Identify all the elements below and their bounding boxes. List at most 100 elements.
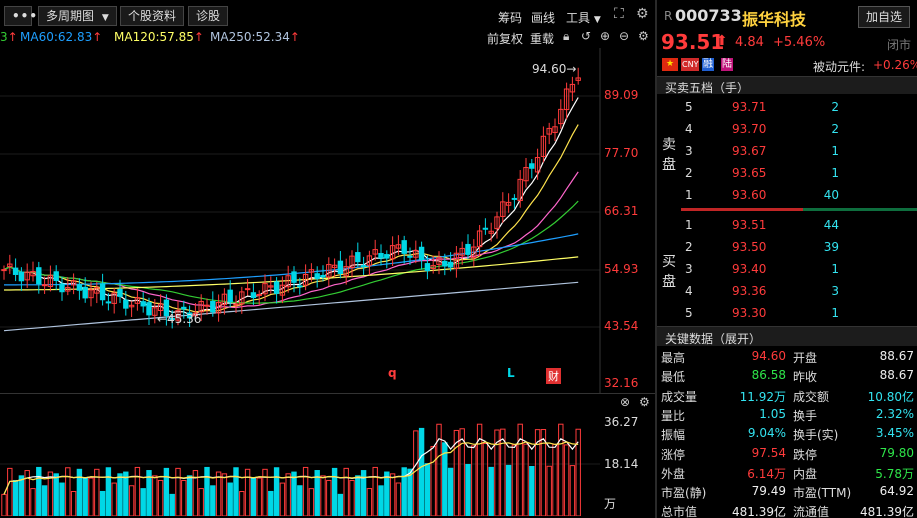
level-volume: 2 (831, 100, 839, 114)
candle-body (558, 108, 564, 125)
candle-body (569, 83, 576, 93)
chip-button[interactable]: 筹码 (498, 11, 523, 25)
candle-body (24, 271, 30, 281)
ma120-line (4, 256, 579, 291)
volume-bar (500, 428, 506, 516)
connect-tag[interactable]: 陆 (721, 58, 733, 71)
candle-body (82, 286, 88, 299)
candle-body (494, 216, 500, 230)
volume-bar (488, 466, 494, 516)
volume-bar (65, 467, 71, 516)
l-marker[interactable]: L (507, 366, 515, 380)
level-price: 93.71 (732, 100, 767, 114)
high-annotation: 94.60→ (532, 62, 577, 76)
orderbook-header[interactable]: 买卖五档（手） (657, 76, 917, 95)
undo-icon[interactable]: ↺ (581, 29, 592, 43)
more-button[interactable]: ••• (4, 6, 37, 26)
sell-level-row[interactable]: 1 93.60 40 (681, 186, 917, 206)
margin-tag[interactable]: 融 (702, 58, 714, 71)
candle-body (442, 260, 448, 267)
chart-settings-icon[interactable]: ⚙ (638, 29, 649, 43)
level-number: 2 (685, 166, 693, 180)
volume-bar (575, 428, 581, 516)
volume-bar (227, 482, 233, 516)
candle-body (378, 252, 384, 259)
cny-tag[interactable]: CNY (681, 58, 700, 71)
volume-bar (204, 466, 210, 516)
candle-body (59, 283, 65, 293)
buy-level-row[interactable]: 1 93.51 44 (681, 216, 917, 236)
add-watchlist-button[interactable]: 加自选 (858, 6, 911, 28)
candle-body (389, 245, 396, 260)
volume-settings-icon[interactable]: ⚙ (639, 395, 650, 409)
lock-icon[interactable]: 🔒︎ (563, 29, 570, 43)
candle-body (401, 240, 407, 254)
volume-bar (134, 466, 141, 516)
volume-bar (41, 485, 48, 516)
candle-body (360, 264, 367, 268)
zoom-in-icon[interactable]: ⊕ (600, 29, 611, 43)
candle-body (326, 264, 332, 278)
fullscreen-icon[interactable]: ⛶ (614, 6, 624, 22)
candle-body (575, 77, 581, 81)
sell-level-row[interactable]: 4 93.70 2 (681, 120, 917, 140)
buy-level-row[interactable]: 5 93.30 1 (681, 304, 917, 324)
sell-level-row[interactable]: 5 93.71 2 (681, 98, 917, 118)
candle-body (308, 269, 315, 273)
candle-body (157, 303, 164, 311)
candle-body (175, 310, 181, 321)
candle-body (12, 267, 19, 275)
stock-info-button[interactable]: 个股资料 (120, 6, 185, 26)
keydata-label: 昨收 (793, 370, 818, 385)
volume-bar (523, 443, 529, 516)
candle-body (436, 257, 442, 265)
volume-bar (36, 466, 42, 516)
chart-panel[interactable]: ••• 多周期图 ▼ 个股资料 诊股 筹码 画线 工具 ▼ ⛶ ⚙ 3↑ MA6… (0, 0, 655, 518)
candle-body (418, 246, 425, 261)
volume-bar (378, 485, 384, 516)
adjust-toggle[interactable]: 前复权 (487, 32, 524, 46)
keydata-label: 最高 (661, 351, 686, 365)
candle-body (424, 263, 431, 272)
level-number: 2 (685, 240, 693, 254)
volume-bar (1, 493, 7, 516)
candle-body (320, 274, 326, 278)
price-axis: 89.09 77.70 66.31 54.93 43.54 32.16 (600, 48, 655, 393)
volume-bar (447, 467, 454, 516)
candle-body (331, 264, 338, 269)
buy-level-row[interactable]: 3 93.40 1 (681, 260, 917, 280)
keydata-label: 跌停 (793, 447, 818, 462)
period-dropdown[interactable]: 多周期图 ▼ (38, 6, 117, 26)
volume-bar (169, 493, 175, 516)
volume-chart[interactable] (0, 412, 600, 516)
candle-body (227, 289, 233, 303)
keydata-label: 涨停 (661, 447, 686, 462)
zoom-out-icon[interactable]: ⊖ (619, 29, 630, 43)
keydata-header[interactable]: 关键数据（展开） (657, 326, 917, 346)
volume-bar (389, 473, 396, 516)
diagnose-button[interactable]: 诊股 (188, 6, 229, 26)
tools-dropdown[interactable]: 工具 ▼ (566, 11, 601, 25)
candle-body (523, 167, 529, 182)
keydata-value: 11.92万 (739, 389, 786, 404)
candlestick-chart[interactable] (0, 48, 655, 393)
sell-level-row[interactable]: 3 93.67 1 (681, 142, 917, 162)
volume-bar (7, 467, 13, 516)
buy-level-row[interactable]: 4 93.36 3 (681, 282, 917, 302)
volume-bar (94, 468, 100, 516)
finance-marker[interactable]: 财 (546, 368, 561, 384)
sell-level-row[interactable]: 2 93.65 1 (681, 164, 917, 184)
volume-bar (88, 477, 94, 516)
draw-button[interactable]: 画线 (531, 11, 556, 25)
overlay-toggle[interactable]: 重载 (530, 32, 555, 46)
volume-bar (256, 477, 262, 516)
level-number: 3 (685, 262, 693, 276)
close-volume-icon[interactable]: ⊗ (620, 395, 631, 409)
q-marker[interactable]: q (388, 366, 397, 380)
settings-icon[interactable]: ⚙ (636, 6, 649, 22)
sector-label[interactable]: 被动元件: (813, 60, 866, 74)
volume-bar (291, 471, 297, 516)
buy-level-row[interactable]: 2 93.50 39 (681, 238, 917, 258)
keydata-value: 88.67 (879, 368, 914, 383)
chart-toolbar: ••• 多周期图 ▼ 个股资料 诊股 筹码 画线 工具 ▼ ⛶ ⚙ (0, 0, 655, 30)
